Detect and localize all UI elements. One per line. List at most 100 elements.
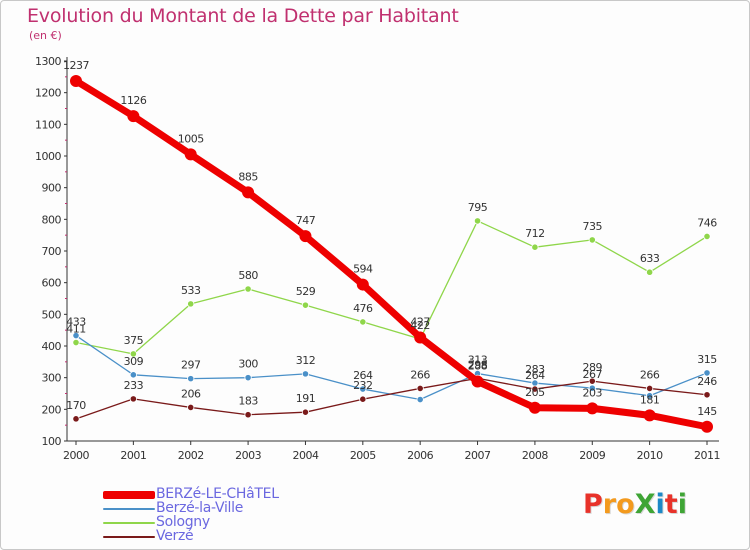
y-tick-label: 1200 <box>35 87 61 100</box>
data-label: 476 <box>353 302 373 315</box>
y-tick-label: 200 <box>42 403 62 416</box>
data-point <box>416 395 424 404</box>
data-point <box>531 385 539 393</box>
data-point <box>72 415 80 423</box>
x-tick-label: 2010 <box>637 449 663 462</box>
data-point <box>703 232 711 241</box>
data-point <box>586 402 599 415</box>
data-point <box>473 217 482 225</box>
logo-letter: o <box>616 489 635 520</box>
data-label: 288 <box>468 359 488 372</box>
data-label: 795 <box>468 201 488 214</box>
data-point <box>588 384 596 392</box>
data-point <box>129 395 137 403</box>
data-label: 529 <box>296 285 316 298</box>
legend-swatch <box>103 491 155 499</box>
data-label: 1126 <box>120 94 146 107</box>
y-tick-label: 400 <box>42 340 62 353</box>
data-point <box>703 369 711 377</box>
y-tick-label: 600 <box>42 277 62 290</box>
y-tick-label: 700 <box>42 245 62 258</box>
legend-label: Berzé-la-Ville <box>156 500 244 516</box>
y-tick-label: 900 <box>42 182 62 195</box>
data-label: 594 <box>353 263 373 276</box>
data-label: 746 <box>697 216 717 229</box>
data-label: 633 <box>640 252 660 265</box>
data-label: 427 <box>410 315 430 328</box>
legend-label: Verzé <box>156 528 194 544</box>
series-line-0 <box>72 77 711 431</box>
data-point <box>588 236 596 244</box>
data-point <box>72 331 80 340</box>
data-label: 1237 <box>63 59 89 72</box>
logo-letter: i <box>655 489 665 520</box>
legend-swatch <box>103 536 155 538</box>
data-point <box>244 285 252 293</box>
data-point <box>244 411 252 419</box>
data-point <box>301 301 310 309</box>
data-label: 170 <box>66 399 86 412</box>
data-point <box>187 403 195 412</box>
line-chart: 100 200 300 400 500 600 700 800 900 1000 1100 1200 1… <box>35 55 721 462</box>
data-label: 580 <box>238 269 258 282</box>
logo-letter: t <box>664 489 678 520</box>
data-label: 266 <box>640 368 660 381</box>
data-label: 712 <box>525 227 545 240</box>
chart-subtitle: (en €) <box>29 29 62 42</box>
data-point <box>643 409 656 422</box>
data-point <box>588 377 596 385</box>
legend-label: Sologny <box>156 514 210 530</box>
data-point <box>701 420 713 433</box>
data-label: 298 <box>468 358 488 371</box>
data-point <box>242 186 255 199</box>
chart-title: Evolution du Montant de la Dette par Hab… <box>27 5 459 27</box>
x-tick-label: 2001 <box>120 449 146 462</box>
data-label: 315 <box>697 353 717 366</box>
data-point <box>129 371 137 379</box>
data-label: 300 <box>238 358 258 371</box>
data-label: 206 <box>181 387 201 400</box>
data-label: 309 <box>124 355 144 368</box>
data-label: 145 <box>697 405 717 418</box>
y-tick-label: 1000 <box>35 150 61 163</box>
logo-letter: X <box>634 489 656 520</box>
series-line-2 <box>75 220 708 355</box>
data-label: 422 <box>410 319 430 332</box>
x-tick-label: 2004 <box>292 449 318 462</box>
data-point <box>301 370 310 378</box>
data-label: 433 <box>66 316 86 329</box>
x-tick-label: 2002 <box>178 449 204 462</box>
data-point <box>187 375 195 383</box>
y-tick-label: 100 <box>42 435 62 448</box>
data-label: 297 <box>181 359 201 372</box>
data-label: 205 <box>525 386 545 399</box>
data-label: 246 <box>697 375 717 388</box>
data-point <box>531 243 539 251</box>
data-point <box>471 375 484 388</box>
data-label: 264 <box>525 369 545 382</box>
data-point <box>299 230 312 243</box>
data-point <box>528 401 541 414</box>
x-tick-label: 2008 <box>522 449 548 462</box>
data-point <box>244 374 252 382</box>
legend-swatch <box>103 522 155 524</box>
data-label: 266 <box>410 368 430 381</box>
data-point <box>72 338 80 347</box>
data-point <box>646 392 654 400</box>
x-tick-label: 2006 <box>407 449 433 462</box>
data-point <box>416 384 424 393</box>
x-tick-label: 2003 <box>235 449 261 462</box>
data-point <box>646 384 654 393</box>
y-tick-label: 500 <box>42 308 62 321</box>
data-point <box>184 148 197 161</box>
data-label: 181 <box>640 393 660 406</box>
data-point <box>703 391 711 399</box>
logo-letter: P <box>583 489 603 520</box>
data-point <box>359 385 367 393</box>
data-label: 1005 <box>178 132 204 145</box>
data-label: 735 <box>583 220 603 233</box>
data-label: 312 <box>296 354 316 367</box>
y-tick-label: 1300 <box>35 55 61 68</box>
data-label: 233 <box>124 379 144 392</box>
